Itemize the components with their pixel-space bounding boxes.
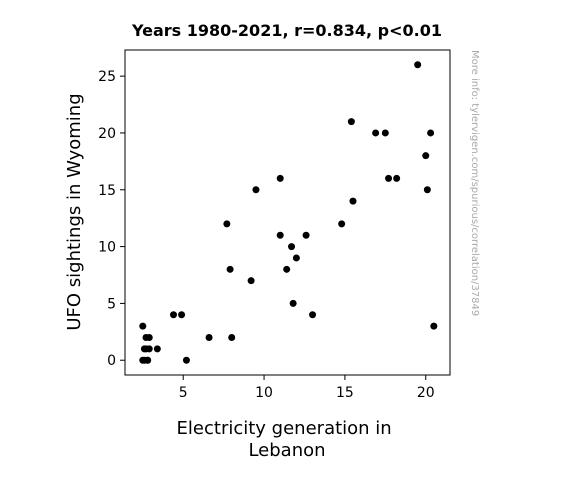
data-point bbox=[422, 152, 430, 160]
data-point bbox=[385, 174, 393, 182]
data-point bbox=[145, 345, 153, 353]
data-point bbox=[247, 277, 255, 285]
data-point bbox=[430, 322, 438, 330]
data-point bbox=[338, 220, 346, 228]
data-point bbox=[223, 220, 231, 228]
data-point bbox=[153, 345, 161, 353]
x-tick-label: 20 bbox=[417, 385, 435, 401]
data-point bbox=[427, 129, 435, 137]
x-tick-label: 10 bbox=[255, 385, 273, 401]
y-axis-ticks: 0 5 10 15 20 25 bbox=[98, 69, 125, 369]
data-point bbox=[226, 265, 234, 273]
data-point bbox=[414, 61, 422, 69]
data-point bbox=[276, 174, 284, 182]
data-point bbox=[178, 311, 186, 319]
data-point bbox=[252, 186, 260, 194]
plot-area-frame bbox=[124, 49, 451, 376]
data-point bbox=[349, 197, 357, 205]
x-axis-label-line-1: Electricity generation in bbox=[177, 418, 392, 439]
data-point bbox=[347, 118, 355, 126]
data-point bbox=[372, 129, 380, 137]
data-point bbox=[423, 186, 431, 194]
data-point bbox=[283, 265, 291, 273]
y-tick-label: 0 bbox=[107, 353, 116, 369]
data-point bbox=[381, 129, 389, 137]
y-tick-label: 25 bbox=[98, 69, 116, 85]
data-point bbox=[145, 334, 153, 341]
data-point bbox=[292, 254, 300, 262]
data-point bbox=[205, 334, 213, 341]
x-axis-label: Electricity generation in Lebanon bbox=[177, 418, 398, 461]
data-point bbox=[228, 334, 236, 341]
y-tick-label: 15 bbox=[98, 183, 116, 199]
x-axis-ticks: 5 10 15 20 bbox=[179, 375, 435, 401]
data-point bbox=[139, 322, 147, 330]
y-tick-label: 20 bbox=[98, 126, 116, 142]
y-tick-label: 5 bbox=[107, 296, 116, 312]
x-axis-label-line-2: Lebanon bbox=[248, 440, 325, 461]
data-point bbox=[289, 299, 297, 307]
x-tick-label: 5 bbox=[179, 385, 188, 401]
data-points bbox=[139, 61, 438, 364]
data-point bbox=[393, 174, 401, 182]
watermark-text: More info: tylervigen.com/spurious/corre… bbox=[469, 50, 480, 316]
data-point bbox=[170, 311, 178, 319]
data-point bbox=[182, 356, 190, 364]
data-point bbox=[288, 243, 296, 251]
data-point bbox=[302, 231, 310, 239]
y-tick-label: 10 bbox=[98, 240, 116, 256]
data-point bbox=[276, 231, 284, 239]
data-point bbox=[144, 356, 152, 364]
y-axis-label: UFO sightings in Wyoming bbox=[64, 93, 85, 330]
chart-title: Years 1980-2021, r=0.834, p<0.01 bbox=[131, 21, 442, 40]
data-point bbox=[309, 311, 317, 319]
x-tick-label: 15 bbox=[336, 385, 354, 401]
